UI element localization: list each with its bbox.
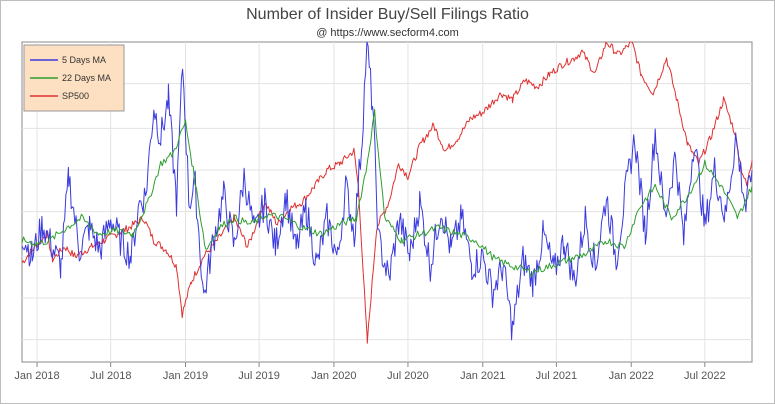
x-tick-label: Jan 2020 bbox=[311, 370, 356, 382]
x-tick-label: Jan 2022 bbox=[609, 370, 654, 382]
grid-lines bbox=[22, 42, 752, 362]
legend-label: SP500 bbox=[62, 91, 89, 101]
legend-box bbox=[23, 44, 125, 112]
chart-title: Number of Insider Buy/Sell Filings Ratio bbox=[246, 6, 529, 23]
x-tick-label: Jan 2018 bbox=[14, 370, 59, 382]
legend-items: 5 Days MA 22 Days MA SP500 bbox=[30, 55, 111, 101]
x-tick-label: Jul 2019 bbox=[238, 370, 280, 382]
series-line-22-days-ma bbox=[21, 108, 753, 277]
plot-area bbox=[21, 41, 753, 363]
x-tick-label: Jul 2020 bbox=[387, 370, 429, 382]
x-tick-label: Jul 2021 bbox=[536, 370, 578, 382]
x-axis-ticks: Jan 2018 Jul 2018 Jan 2019 Jul 2019 Jan 2020… bbox=[14, 362, 726, 382]
series-line-5-days-ma bbox=[21, 41, 753, 341]
x-tick-label: Jul 2018 bbox=[90, 370, 132, 382]
legend: 5 Days MA 22 Days MA SP500 bbox=[23, 44, 125, 112]
series-layer bbox=[21, 41, 753, 344]
x-tick-label: Jul 2022 bbox=[684, 370, 726, 382]
x-tick-label: Jan 2019 bbox=[163, 370, 208, 382]
x-tick-label: Jan 2021 bbox=[460, 370, 505, 382]
legend-label: 22 Days MA bbox=[62, 73, 111, 83]
chart-subtitle: @ https://www.secform4.com bbox=[316, 27, 459, 39]
legend-label: 5 Days MA bbox=[62, 55, 106, 65]
